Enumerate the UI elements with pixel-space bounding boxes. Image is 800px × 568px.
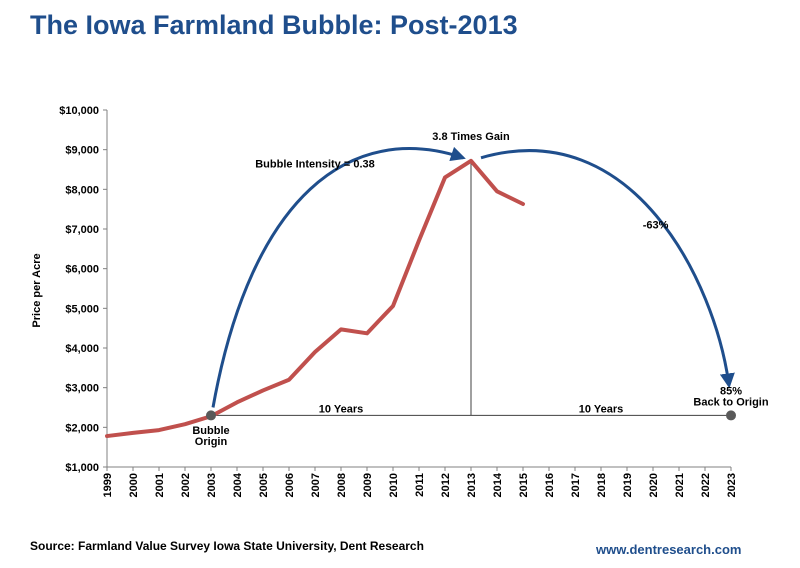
x-tick-label: 2008 — [336, 473, 348, 497]
x-tick-label: 2022 — [700, 473, 712, 497]
origin-markers — [206, 410, 736, 421]
annotation-label: Bubble Intensity = 0.38 — [255, 159, 375, 171]
x-tick-label: 2012 — [440, 473, 452, 497]
y-tick-label: $8,000 — [65, 184, 99, 196]
x-tick-label: 2015 — [518, 473, 530, 497]
price-line — [105, 158, 525, 439]
y-tick-label: $5,000 — [65, 303, 99, 315]
website-link: www.dentresearch.com — [596, 542, 742, 557]
x-tick-label: 2003 — [206, 473, 218, 497]
y-tick-label: $10,000 — [59, 105, 99, 117]
x-tick-label: 1999 — [102, 473, 114, 497]
annotation-label: 85% — [720, 385, 742, 397]
x-tick-label: 2021 — [674, 473, 686, 497]
x-tick-label: 2007 — [310, 473, 322, 497]
y-tick-label: $4,000 — [65, 343, 99, 355]
annotation-label: Origin — [195, 436, 228, 448]
annotation-label: -63% — [643, 220, 669, 232]
y-tick-label: $6,000 — [65, 264, 99, 276]
x-tick-label: 2019 — [622, 473, 634, 497]
source-note: Source: Farmland Value Survey Iowa State… — [30, 539, 424, 553]
annotation-label: 3.8 Times Gain — [432, 131, 510, 143]
bubble-origin-marker — [206, 410, 216, 421]
y-axis-title: Price per Acre — [31, 253, 43, 327]
reference-lines — [211, 160, 731, 416]
x-tick-label: 2002 — [180, 473, 192, 497]
x-tick-label: 2006 — [284, 473, 296, 497]
x-tick-label: 2023 — [726, 473, 738, 497]
x-tick-label: 2017 — [570, 473, 582, 497]
annotation-label: Bubble — [192, 425, 229, 437]
x-tick-label: 2001 — [154, 473, 166, 497]
y-tick-label: $3,000 — [65, 383, 99, 395]
x-tick-label: 2013 — [466, 473, 478, 497]
x-tick-label: 2009 — [362, 473, 374, 497]
chart-axes: $1,000 $2,000 $3,000 $4,000 $5,000 $6,000 $7,0… — [31, 105, 738, 497]
x-tick-label: 2020 — [648, 473, 660, 497]
chart-title: The Iowa Farmland Bubble: Post-2013 — [30, 10, 518, 40]
back-to-origin-marker — [726, 410, 736, 421]
annotation-label: Back to Origin — [693, 397, 768, 409]
x-tick-label: 2010 — [388, 473, 400, 497]
x-tick-label: 2018 — [596, 473, 608, 497]
annotation-label: 10 Years — [319, 404, 363, 416]
falling-arc — [480, 149, 735, 389]
y-tick-label: $1,000 — [65, 462, 99, 474]
x-tick-label: 2016 — [544, 473, 556, 497]
x-tick-label: 2005 — [258, 473, 270, 497]
chart-annotations: Bubble Intensity = 0.38 3.8 Times Gain -63… — [192, 131, 769, 448]
y-tick-label: $7,000 — [65, 224, 99, 236]
x-tick-label: 2000 — [128, 473, 140, 497]
x-tick-label: 2014 — [492, 472, 504, 497]
bubble-arcs — [211, 146, 735, 408]
rising-arc — [211, 146, 466, 408]
y-tick-label: $9,000 — [65, 145, 99, 157]
y-tick-label: $2,000 — [65, 422, 99, 434]
x-tick-label: 2011 — [414, 473, 426, 497]
price-series — [105, 158, 525, 439]
annotation-label: 10 Years — [579, 404, 623, 416]
x-tick-label: 2004 — [232, 472, 244, 497]
